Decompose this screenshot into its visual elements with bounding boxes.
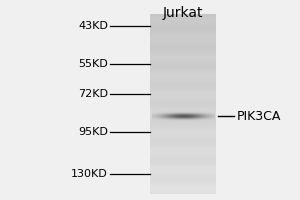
Text: Jurkat: Jurkat: [163, 6, 203, 20]
Text: 55KD: 55KD: [78, 59, 108, 69]
Text: 130KD: 130KD: [71, 169, 108, 179]
Text: 95KD: 95KD: [78, 127, 108, 137]
Text: 72KD: 72KD: [78, 89, 108, 99]
Text: PIK3CA: PIK3CA: [237, 110, 281, 122]
Text: 43KD: 43KD: [78, 21, 108, 31]
